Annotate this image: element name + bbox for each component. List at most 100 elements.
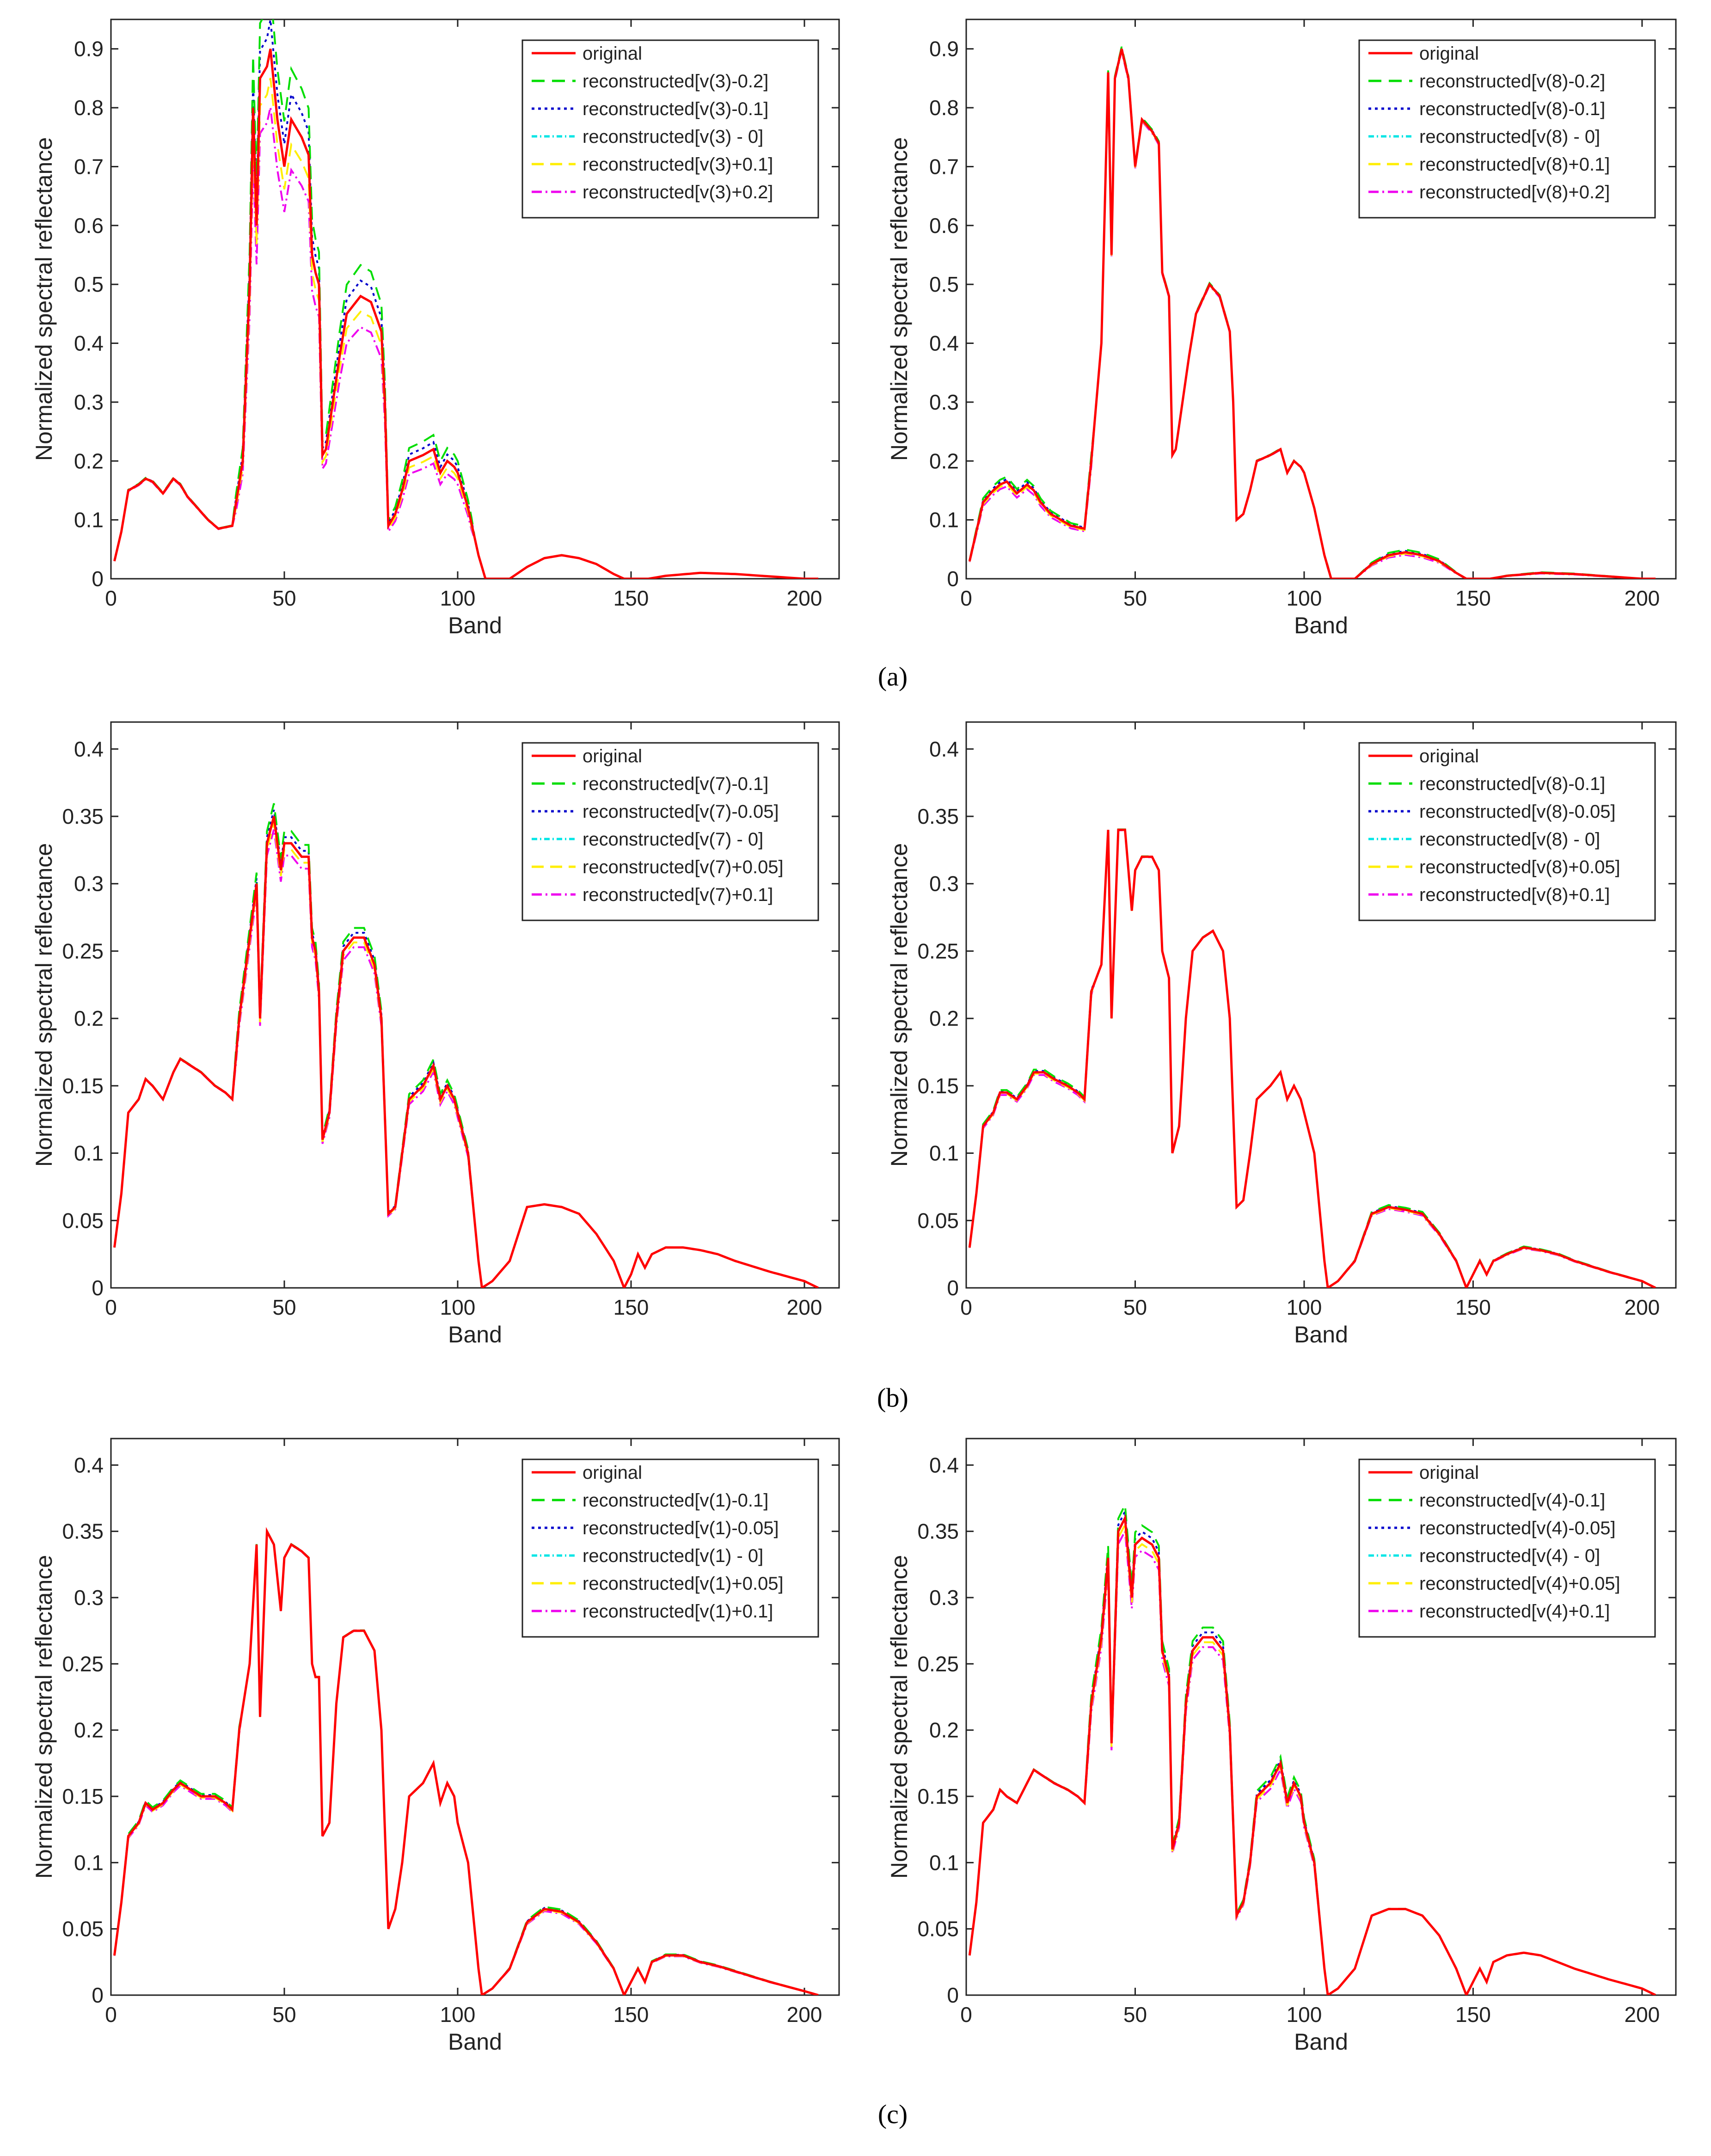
y-axis-label: Normalized spectral reflectance [31, 843, 57, 1167]
y-tick-label: 0.1 [74, 1850, 104, 1874]
legend-label: reconstructed[v(4)+0.1] [1419, 1601, 1610, 1622]
x-tick-label: 150 [1455, 586, 1491, 610]
x-tick-label: 0 [105, 2003, 117, 2027]
legend-label: original [1419, 1463, 1479, 1483]
legend-label: reconstructed[v(7) - 0] [583, 829, 763, 850]
x-tick-label: 50 [272, 586, 296, 610]
legend-label: reconstructed[v(3)-0.2] [583, 71, 768, 92]
legend-label: original [583, 43, 642, 64]
y-axis-label: Normalized spectral reflectance [886, 1555, 912, 1879]
legend-box [521, 39, 819, 219]
legend-label: reconstructed[v(7)-0.1] [583, 774, 768, 794]
y-tick-label: 0.2 [74, 1718, 104, 1742]
x-tick-label: 50 [272, 1295, 296, 1319]
x-axis-label: Band [448, 612, 502, 638]
x-axis-label: Band [448, 2029, 502, 2055]
legend: original reconstructed[v(1)-0.1] reconstru… [521, 1458, 819, 1638]
caption-c: (c) [877, 2099, 908, 2129]
y-tick-label: 0.4 [929, 331, 959, 355]
legend-label: reconstructed[v(4)-0.1] [1419, 1490, 1605, 1511]
x-tick-label: 0 [105, 586, 117, 610]
y-tick-label: 0.8 [74, 96, 104, 120]
x-axis-label: Band [1294, 2029, 1348, 2055]
y-tick-label: 0.05 [62, 1917, 104, 1941]
x-tick-label: 200 [787, 1295, 822, 1319]
y-tick-label: 0.4 [929, 1453, 959, 1477]
legend-label: reconstructed[v(8)-0.1] [1419, 99, 1605, 119]
y-tick-label: 0.5 [74, 272, 104, 296]
y-tick-label: 0.1 [929, 1850, 959, 1874]
x-axis-label: Band [1294, 612, 1348, 638]
y-tick-label: 0.35 [917, 1519, 959, 1544]
legend-label: reconstructed[v(8)+0.05] [1419, 857, 1620, 877]
y-tick-label: 0.2 [74, 1006, 104, 1030]
series-line-original [968, 828, 1656, 1288]
y-tick-label: 0.7 [74, 154, 104, 178]
legend-label: reconstructed[v(7)+0.1] [583, 885, 773, 905]
y-tick-label: 0.3 [74, 1586, 104, 1610]
legend-box [521, 742, 819, 921]
legend: original reconstructed[v(8)-0.1] reconstru… [1358, 742, 1656, 921]
y-tick-label: 0.25 [62, 1652, 104, 1676]
legend-label: reconstructed[v(3)+0.2] [583, 182, 773, 202]
y-tick-label: 0.35 [62, 1519, 104, 1544]
y-tick-label: 0.9 [74, 37, 104, 61]
x-tick-label: 100 [1287, 586, 1322, 610]
x-tick-label: 100 [440, 586, 476, 610]
y-tick-label: 0 [947, 1276, 959, 1300]
x-tick-label: 50 [1123, 2003, 1147, 2027]
y-tick-label: 0.4 [74, 1453, 104, 1477]
legend-box [1358, 39, 1656, 219]
x-tick-label: 50 [1123, 1295, 1147, 1319]
y-tick-label: 0.6 [929, 214, 959, 238]
legend-label: original [1419, 746, 1479, 766]
y-tick-label: 0 [92, 567, 104, 591]
y-tick-label: 0 [947, 1983, 959, 2007]
y-tick-label: 0.1 [929, 1141, 959, 1165]
chart-2: 0 50 100 150 200 0 0.1 0.2 0.3 0.4 0.5 0.6 0.7 0.8 0.9… [886, 18, 1677, 638]
series-line-original [113, 49, 818, 579]
legend: original reconstructed[v(8)-0.2] reconstru… [1358, 39, 1656, 219]
chart-1: 0 50 100 150 200 0 0.1 0.2 0.3 0.4 0.5 0.6 0.7 0.8 0.9… [31, 18, 840, 638]
legend-label: reconstructed[v(1)-0.1] [583, 1490, 768, 1511]
x-tick-label: 100 [440, 2003, 476, 2027]
y-tick-label: 0 [947, 567, 959, 591]
y-axis-label: Normalized spectral reflectance [886, 137, 912, 461]
legend-label: reconstructed[v(8)-0.05] [1419, 802, 1616, 822]
x-tick-label: 150 [1455, 1295, 1491, 1319]
y-tick-label: 0.25 [917, 939, 959, 963]
legend-label: reconstructed[v(3) - 0] [583, 127, 763, 147]
y-tick-label: 0.1 [74, 1141, 104, 1165]
y-axis-label: Normalized spectral reflectance [31, 1555, 57, 1879]
y-tick-label: 0.4 [74, 737, 104, 761]
y-tick-label: 0.5 [929, 272, 959, 296]
y-tick-label: 0.3 [74, 390, 104, 414]
y-tick-label: 0.35 [62, 804, 104, 828]
series-line-original [968, 49, 1656, 579]
y-tick-label: 0 [92, 1276, 104, 1300]
y-tick-label: 0.3 [929, 1586, 959, 1610]
x-tick-label: 0 [960, 2003, 972, 2027]
y-tick-label: 0.1 [74, 508, 104, 532]
y-tick-label: 0.15 [917, 1784, 959, 1808]
legend-label: reconstructed[v(4)+0.05] [1419, 1574, 1620, 1594]
y-tick-label: 0.25 [62, 939, 104, 963]
caption-b: (b) [877, 1383, 908, 1413]
legend-label: reconstructed[v(8) - 0] [1419, 829, 1600, 850]
x-tick-label: 150 [1455, 2003, 1491, 2027]
y-tick-label: 0.2 [929, 1006, 959, 1030]
y-tick-label: 0.15 [62, 1074, 104, 1098]
legend-label: reconstructed[v(8)-0.2] [1419, 71, 1605, 92]
y-axis-label: Normalized spectral reflectance [886, 843, 912, 1167]
y-tick-label: 0.2 [929, 449, 959, 473]
y-tick-label: 0.2 [929, 1718, 959, 1742]
y-tick-label: 0.3 [929, 872, 959, 896]
legend-label: reconstructed[v(1) - 0] [583, 1546, 763, 1566]
series-line-original [113, 816, 819, 1288]
y-tick-label: 0 [92, 1983, 104, 2007]
y-tick-label: 0.9 [929, 37, 959, 61]
legend-label: reconstructed[v(1)+0.05] [583, 1574, 784, 1594]
legend-box [1358, 1458, 1656, 1638]
y-tick-label: 0.3 [929, 390, 959, 414]
